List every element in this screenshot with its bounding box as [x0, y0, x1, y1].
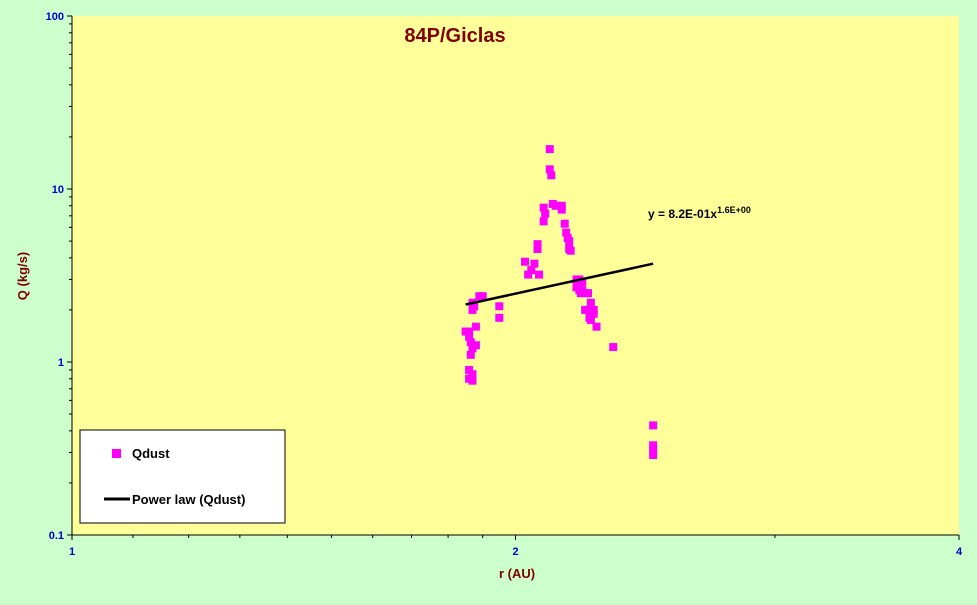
data-point-qdust [530, 259, 539, 268]
x-tick-label: 1 [69, 546, 75, 558]
data-point-qdust [521, 257, 530, 266]
data-point-qdust [649, 421, 658, 430]
y-tick-label: 0.1 [49, 530, 64, 542]
y-tick-label: 100 [46, 11, 64, 23]
data-point-qdust [539, 217, 548, 226]
legend-label-qdust: Qdust [132, 446, 170, 461]
data-point-qdust [471, 341, 480, 350]
data-point-qdust [470, 302, 479, 311]
fit-equation: y = 8.2E-01x1.6E+00 [648, 205, 751, 221]
data-point-qdust [465, 332, 474, 341]
data-point-qdust [524, 270, 533, 279]
data-point-qdust [586, 298, 595, 307]
data-point-qdust [609, 343, 618, 352]
data-point-qdust [495, 313, 504, 322]
data-point-qdust [551, 201, 560, 210]
data-point-qdust [649, 451, 658, 460]
data-point-qdust [557, 205, 566, 214]
legend: Qdust Power law (Qdust) [79, 429, 286, 524]
data-point-qdust [649, 445, 658, 454]
data-point-qdust [586, 315, 595, 324]
y-tick-label: 1 [58, 357, 64, 369]
chart-title: 84P/Giclas [404, 25, 505, 47]
fit-equation-base: y = 8.2E-01x [648, 207, 717, 221]
legend-box [79, 429, 286, 524]
data-point-qdust [468, 376, 477, 385]
series-layer [461, 145, 658, 460]
data-point-qdust [589, 309, 598, 318]
data-point-qdust [468, 370, 477, 379]
data-point-qdust [547, 171, 556, 180]
data-point-qdust [584, 289, 593, 298]
data-point-qdust [533, 244, 542, 253]
data-point-qdust [465, 327, 474, 336]
legend-marker-qdust [112, 449, 121, 458]
power-law-fit-line [465, 262, 654, 306]
data-point-qdust [560, 219, 569, 228]
data-point-qdust [495, 302, 504, 311]
data-point-qdust [578, 278, 587, 287]
y-axis-label: Q (kg/s) [15, 252, 30, 300]
data-point-qdust [527, 266, 536, 275]
legend-label-power-law: Power law (Qdust) [132, 492, 245, 507]
data-point-qdust [562, 228, 571, 237]
data-point-qdust [465, 365, 474, 374]
axes-layer: 0.1 1 10 100 1 2 4 [46, 11, 963, 558]
data-point-qdust [566, 246, 575, 255]
data-point-qdust [565, 237, 574, 246]
x-tick-label: 4 [956, 546, 963, 558]
x-axis-label: r (AU) [499, 566, 535, 581]
x-tick-label: 2 [512, 546, 518, 558]
data-point-qdust [466, 338, 475, 347]
fit-equation-exponent: 1.6E+00 [717, 205, 751, 215]
data-point-qdust [533, 240, 542, 249]
data-point-qdust [541, 209, 550, 218]
data-point-qdust [545, 145, 554, 154]
data-point-qdust [545, 165, 554, 174]
data-point-qdust [539, 203, 548, 212]
y-tick-label: 10 [52, 184, 64, 196]
data-point-qdust [466, 350, 475, 359]
data-point-qdust [649, 441, 658, 450]
data-point-qdust [535, 270, 544, 279]
data-point-qdust [478, 292, 487, 301]
data-point-qdust [471, 322, 480, 331]
data-point-qdust [592, 322, 601, 331]
